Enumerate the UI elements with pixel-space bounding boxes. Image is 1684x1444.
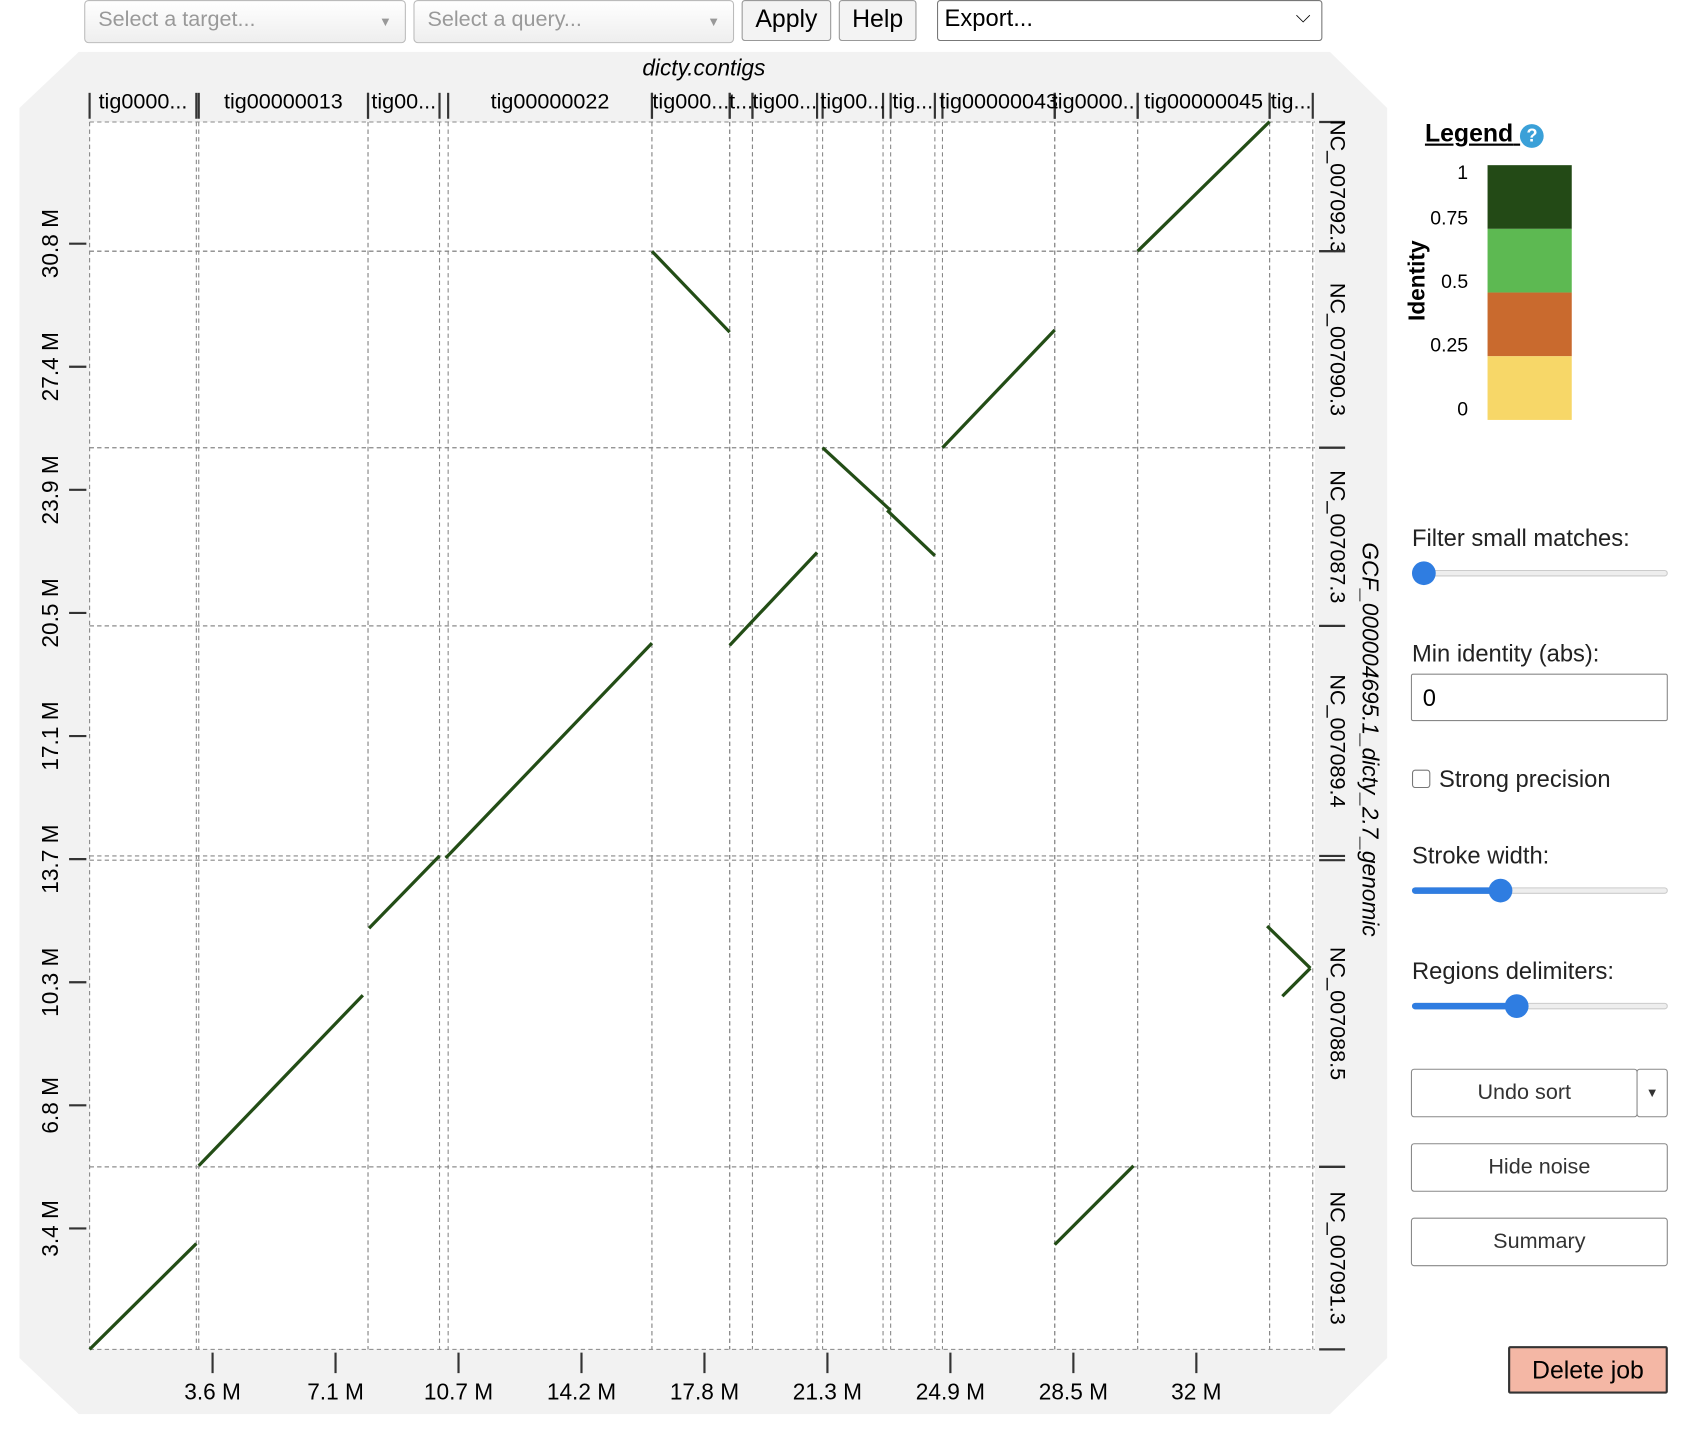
min-identity-label: Min identity (abs):: [1411, 640, 1600, 668]
legend-title: Legend ?: [1425, 119, 1544, 148]
x-tick-label: 7.1 M: [307, 1379, 364, 1405]
export-select[interactable]: Export... ⌵: [937, 0, 1323, 42]
legend-tick-label: 1: [1457, 162, 1468, 184]
strong-precision-label: Strong precision: [1438, 765, 1611, 793]
contig-label: tig...: [892, 88, 933, 113]
contig-label: tig00000043: [939, 88, 1058, 113]
contig-label: t...: [729, 88, 753, 113]
chromosome-label: NC_007087.3: [1326, 470, 1351, 603]
legend: Identity 1 0.75 0.5 0.25 0: [1403, 162, 1572, 420]
export-text: Export...: [944, 4, 1033, 32]
y-tick-label: 10.3 M: [37, 948, 63, 1017]
y-tick-label: 23.9 M: [37, 455, 63, 524]
help-icon[interactable]: ?: [1520, 124, 1544, 148]
alignment: [1266, 924, 1312, 970]
legend-tick-label: 0.5: [1441, 271, 1468, 293]
strong-precision-checkbox[interactable]: [1411, 769, 1431, 789]
x-tick-label: 3.6 M: [184, 1379, 241, 1405]
contig-label: tig0000...: [1052, 88, 1141, 113]
legend-band: [1487, 292, 1572, 357]
contig-label: tig00...: [371, 88, 436, 113]
alignment: [197, 994, 364, 1167]
contig-label: tig000...: [652, 88, 729, 113]
chromosome-label: NC_007090.3: [1326, 283, 1351, 416]
regions-knob[interactable]: [1504, 994, 1529, 1018]
alignment: [1053, 1164, 1135, 1246]
apply-button[interactable]: Apply: [741, 0, 832, 42]
caret: ⌵: [1295, 5, 1311, 27]
undo-sort-button[interactable]: Undo sort: [1410, 1068, 1638, 1118]
alignment: [650, 250, 731, 334]
regions-label: Regions delimiters:: [1411, 957, 1614, 985]
dotplot: dicty.contigs GCF_000004695.1_dicty_2.7_…: [19, 51, 1388, 1415]
summary-button[interactable]: Summary: [1410, 1217, 1668, 1267]
y-tick-label: 27.4 M: [37, 332, 63, 401]
help-button[interactable]: Help: [838, 0, 917, 42]
y-tick-label: 17.1 M: [37, 701, 63, 770]
stroke-width-knob[interactable]: [1488, 878, 1513, 903]
alignment: [728, 551, 819, 647]
contig-label: tig...: [1271, 88, 1312, 113]
filter-knob[interactable]: [1411, 561, 1436, 586]
chromosome-label: NC_007092.3: [1326, 120, 1351, 253]
chromosome-label: NC_007089.4: [1326, 674, 1351, 807]
plot-area: [89, 121, 1315, 1350]
y-tick-label: 13.7 M: [37, 825, 63, 894]
delete-job-button[interactable]: Delete job: [1508, 1346, 1668, 1394]
y-tick-label: 6.8 M: [37, 1077, 63, 1134]
contig-label: tig00...: [752, 88, 817, 113]
contig-label: tig00...: [820, 88, 885, 113]
filter-slider[interactable]: [1411, 569, 1668, 577]
x-tick-label: 17.8 M: [670, 1379, 739, 1405]
x-tick-label: 21.3 M: [793, 1379, 862, 1405]
contig-label: tig0000...: [99, 88, 188, 113]
contig-label: tig00000045: [1144, 88, 1263, 113]
chromosome-label: NC_007091.3: [1326, 1192, 1351, 1325]
placeholder: Select a query...: [427, 7, 582, 32]
stroke-width-label: Stroke width:: [1411, 842, 1550, 869]
caret: ▼: [379, 14, 392, 30]
y-title: GCF_000004695.1_dicty_2.7_genomic: [1357, 542, 1383, 937]
undo-sort-dropdown[interactable]: ▼: [1636, 1068, 1668, 1118]
legend-tick-label: 0.25: [1430, 335, 1468, 357]
filter-label: Filter small matches:: [1411, 524, 1630, 552]
x-tick-label: 14.2 M: [547, 1379, 616, 1405]
alignment: [367, 854, 441, 930]
legend-title-text: Legend: [1424, 118, 1514, 147]
hide-noise-button[interactable]: Hide noise: [1410, 1143, 1668, 1192]
alignment: [1281, 967, 1312, 998]
target-select[interactable]: Select a target... ▼: [84, 0, 406, 44]
alignment: [821, 446, 892, 512]
legend-band: [1487, 165, 1572, 229]
alignment: [88, 1242, 198, 1351]
regions-fill: [1411, 1002, 1517, 1010]
alignment: [1136, 120, 1271, 253]
y-tick-label: 30.8 M: [37, 209, 63, 278]
stroke-width-fill: [1411, 887, 1501, 894]
legend-tick-label: 0.75: [1430, 207, 1468, 229]
contig-label: tig00000022: [491, 88, 610, 113]
legend-axis-title: Identity: [1403, 240, 1429, 321]
x-tick-label: 10.7 M: [424, 1379, 493, 1405]
y-tick-label: 20.5 M: [37, 578, 63, 647]
x-title: dicty.contigs: [642, 55, 765, 81]
alignment: [444, 642, 654, 860]
caret: ▼: [707, 14, 721, 30]
alignment: [886, 509, 936, 557]
min-identity-input[interactable]: 0: [1410, 673, 1668, 722]
x-tick-label: 24.9 M: [916, 1379, 985, 1405]
contig-label: tig00000013: [224, 88, 343, 113]
legend-band: [1487, 228, 1572, 293]
x-tick-label: 32 M: [1171, 1379, 1221, 1405]
alignment: [941, 328, 1056, 449]
legend-band: [1487, 356, 1572, 420]
y-tick-label: 3.4 M: [37, 1200, 63, 1257]
legend-tick-label: 0: [1457, 398, 1468, 420]
query-select[interactable]: Select a query... ▼: [413, 0, 735, 44]
placeholder: Select a target...: [98, 7, 256, 32]
x-tick-label: 28.5 M: [1039, 1379, 1108, 1405]
chromosome-label: NC_007088.5: [1326, 947, 1351, 1080]
